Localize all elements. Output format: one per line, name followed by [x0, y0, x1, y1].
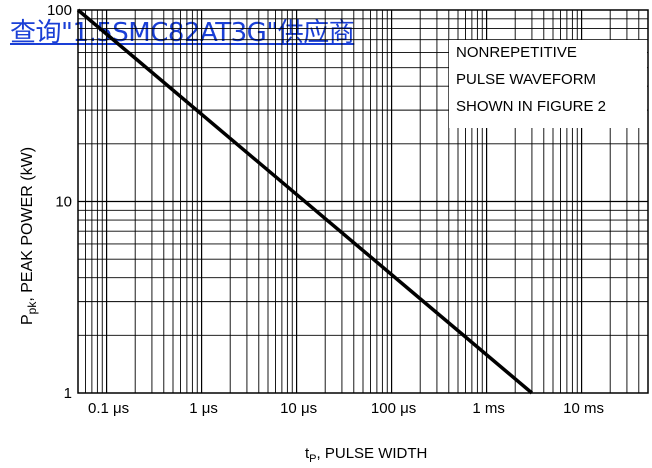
y-axis-label-sub: pk: [25, 301, 39, 315]
annotation-line-1: NONREPETITIVE: [456, 44, 577, 61]
series-line: [76, 8, 534, 395]
x-axis-label-sub: P: [309, 453, 316, 465]
x-tick-label: 1 ms: [472, 400, 505, 417]
x-tick-label: 10 μs: [280, 400, 317, 417]
y-tick-label: 10: [55, 194, 72, 211]
x-tick-label: 1 μs: [189, 400, 218, 417]
x-axis-label-rest: , PULSE WIDTH: [317, 445, 428, 462]
x-tick-labels: 0.1 μs 1 μs 10 μs 100 μs 1 ms 10 ms: [88, 400, 604, 417]
annotation-line-2: PULSE WAVEFORM: [456, 71, 596, 88]
annotation-box: [449, 40, 647, 128]
y-tick-label: 100: [47, 2, 72, 19]
y-axis-label-rest: , PEAK POWER (kW): [19, 147, 36, 302]
chart-grid: [78, 10, 648, 393]
x-axis-label-main: t: [305, 445, 310, 462]
x-axis-label: tP, PULSE WIDTH: [305, 445, 427, 465]
y-tick-labels: 100 10 1: [47, 2, 72, 402]
annotation-line-3: SHOWN IN FIGURE 2: [456, 98, 606, 115]
x-tick-label: 0.1 μs: [88, 400, 129, 417]
x-tick-label: 10 ms: [563, 400, 604, 417]
x-tick-label: 100 μs: [371, 400, 416, 417]
y-tick-label: 1: [64, 385, 72, 402]
y-axis-label: Ppk, PEAK POWER (kW): [19, 147, 39, 325]
y-axis-label-main: P: [19, 314, 36, 325]
plot-frame: [77, 9, 649, 394]
